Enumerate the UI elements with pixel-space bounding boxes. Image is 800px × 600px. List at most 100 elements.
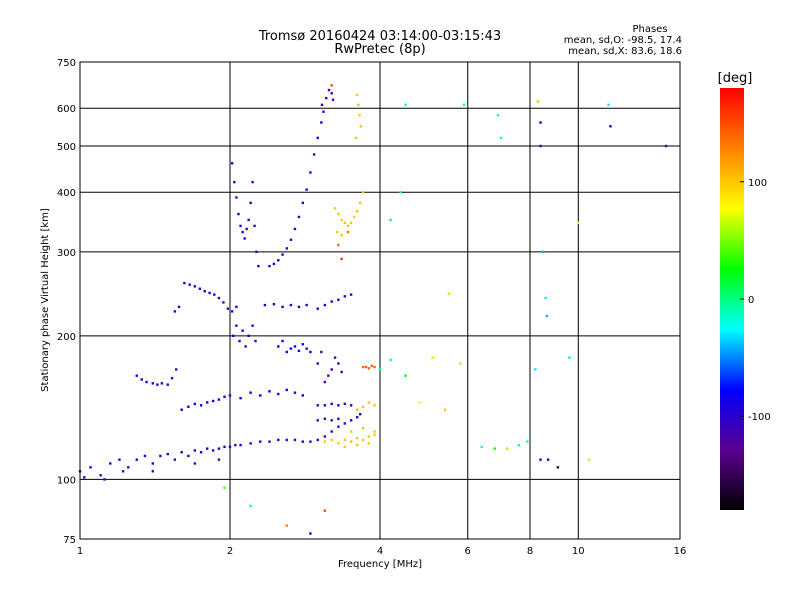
data-point bbox=[320, 121, 323, 124]
data-point bbox=[330, 438, 333, 442]
data-point bbox=[285, 350, 288, 354]
data-point bbox=[293, 345, 297, 348]
data-point bbox=[293, 227, 297, 231]
data-point bbox=[83, 476, 86, 479]
data-point bbox=[151, 462, 155, 465]
data-point bbox=[325, 96, 328, 100]
data-point bbox=[333, 356, 337, 359]
data-point bbox=[340, 218, 343, 222]
data-point bbox=[333, 207, 337, 210]
data-point bbox=[234, 443, 237, 447]
data-point bbox=[208, 291, 211, 295]
data-point bbox=[404, 374, 407, 377]
data-point bbox=[337, 425, 340, 428]
data-point bbox=[285, 388, 288, 392]
data-point bbox=[337, 362, 340, 365]
data-point bbox=[188, 283, 191, 286]
x-tick-label: 16 bbox=[674, 546, 687, 557]
data-point bbox=[180, 451, 183, 454]
data-point bbox=[337, 212, 340, 216]
data-point bbox=[277, 345, 280, 348]
data-point bbox=[355, 437, 359, 440]
chart-title: Tromsø 20160424 03:14:00-03:15:43 bbox=[258, 29, 501, 44]
legend-line-o: mean, sd,O: -98.5, 17.4 bbox=[564, 35, 682, 46]
data-point bbox=[539, 144, 542, 148]
data-point bbox=[355, 93, 359, 97]
data-point bbox=[175, 368, 178, 371]
data-point bbox=[281, 253, 284, 256]
data-point bbox=[268, 440, 271, 443]
data-point bbox=[232, 334, 235, 338]
data-point bbox=[145, 380, 148, 384]
data-point bbox=[323, 380, 327, 384]
data-point bbox=[228, 394, 232, 397]
data-point bbox=[277, 438, 280, 442]
data-point bbox=[309, 171, 312, 174]
data-point bbox=[251, 180, 254, 184]
data-point bbox=[323, 440, 327, 443]
data-points bbox=[78, 84, 668, 535]
data-point bbox=[499, 136, 503, 140]
data-point bbox=[173, 458, 177, 461]
data-point bbox=[239, 443, 242, 447]
data-point bbox=[337, 243, 340, 247]
data-point bbox=[281, 305, 284, 309]
data-point bbox=[285, 524, 288, 527]
colorbar-tick-label: 100 bbox=[748, 178, 767, 189]
data-point bbox=[109, 462, 112, 465]
data-point bbox=[546, 458, 550, 461]
data-point bbox=[447, 292, 451, 295]
data-point bbox=[443, 408, 447, 411]
data-point bbox=[337, 298, 340, 301]
data-point bbox=[367, 367, 371, 370]
data-point bbox=[331, 98, 335, 101]
data-point bbox=[166, 383, 169, 386]
data-point bbox=[343, 221, 347, 225]
data-point bbox=[346, 230, 350, 234]
data-point bbox=[249, 442, 252, 445]
data-point bbox=[343, 422, 347, 425]
data-point bbox=[361, 191, 365, 194]
data-point bbox=[243, 237, 246, 240]
grid-lines bbox=[80, 62, 680, 539]
y-tick-label: 75 bbox=[63, 535, 76, 546]
y-tick-label: 500 bbox=[57, 142, 76, 153]
data-point bbox=[309, 440, 312, 443]
data-point bbox=[255, 250, 258, 254]
data-point bbox=[431, 356, 434, 359]
data-point bbox=[545, 314, 549, 318]
data-point bbox=[327, 88, 331, 92]
data-point bbox=[177, 305, 181, 309]
y-axis-label: Stationary phase Virtual Height [km] bbox=[40, 208, 51, 392]
y-tick-label: 750 bbox=[57, 58, 76, 69]
data-point bbox=[534, 368, 537, 371]
data-point bbox=[223, 486, 226, 490]
data-point bbox=[536, 100, 540, 103]
colorbar-tick-label: 0 bbox=[748, 295, 754, 306]
data-point bbox=[297, 215, 301, 219]
data-point bbox=[330, 92, 333, 95]
data-point bbox=[364, 365, 368, 369]
data-point bbox=[316, 307, 319, 310]
data-point bbox=[399, 191, 402, 194]
data-point bbox=[373, 404, 376, 407]
data-point bbox=[373, 433, 376, 437]
data-point bbox=[217, 296, 221, 300]
data-point bbox=[251, 324, 254, 327]
y-axis-ticks: 75 100 200 300 400 500 600 750 bbox=[57, 58, 76, 546]
data-point bbox=[268, 390, 271, 393]
data-point bbox=[367, 442, 371, 445]
data-point bbox=[205, 401, 209, 404]
legend-line-x: mean, sd,X: 83.6, 18.6 bbox=[568, 46, 682, 57]
data-point bbox=[320, 103, 324, 107]
x-tick-label: 10 bbox=[572, 546, 585, 557]
data-point bbox=[170, 376, 174, 380]
data-point bbox=[297, 305, 301, 309]
data-point bbox=[316, 404, 319, 407]
data-point bbox=[223, 445, 226, 449]
data-point bbox=[539, 458, 542, 461]
data-point bbox=[316, 419, 319, 422]
data-point bbox=[349, 440, 353, 443]
data-point bbox=[233, 180, 236, 184]
data-point bbox=[459, 362, 462, 365]
